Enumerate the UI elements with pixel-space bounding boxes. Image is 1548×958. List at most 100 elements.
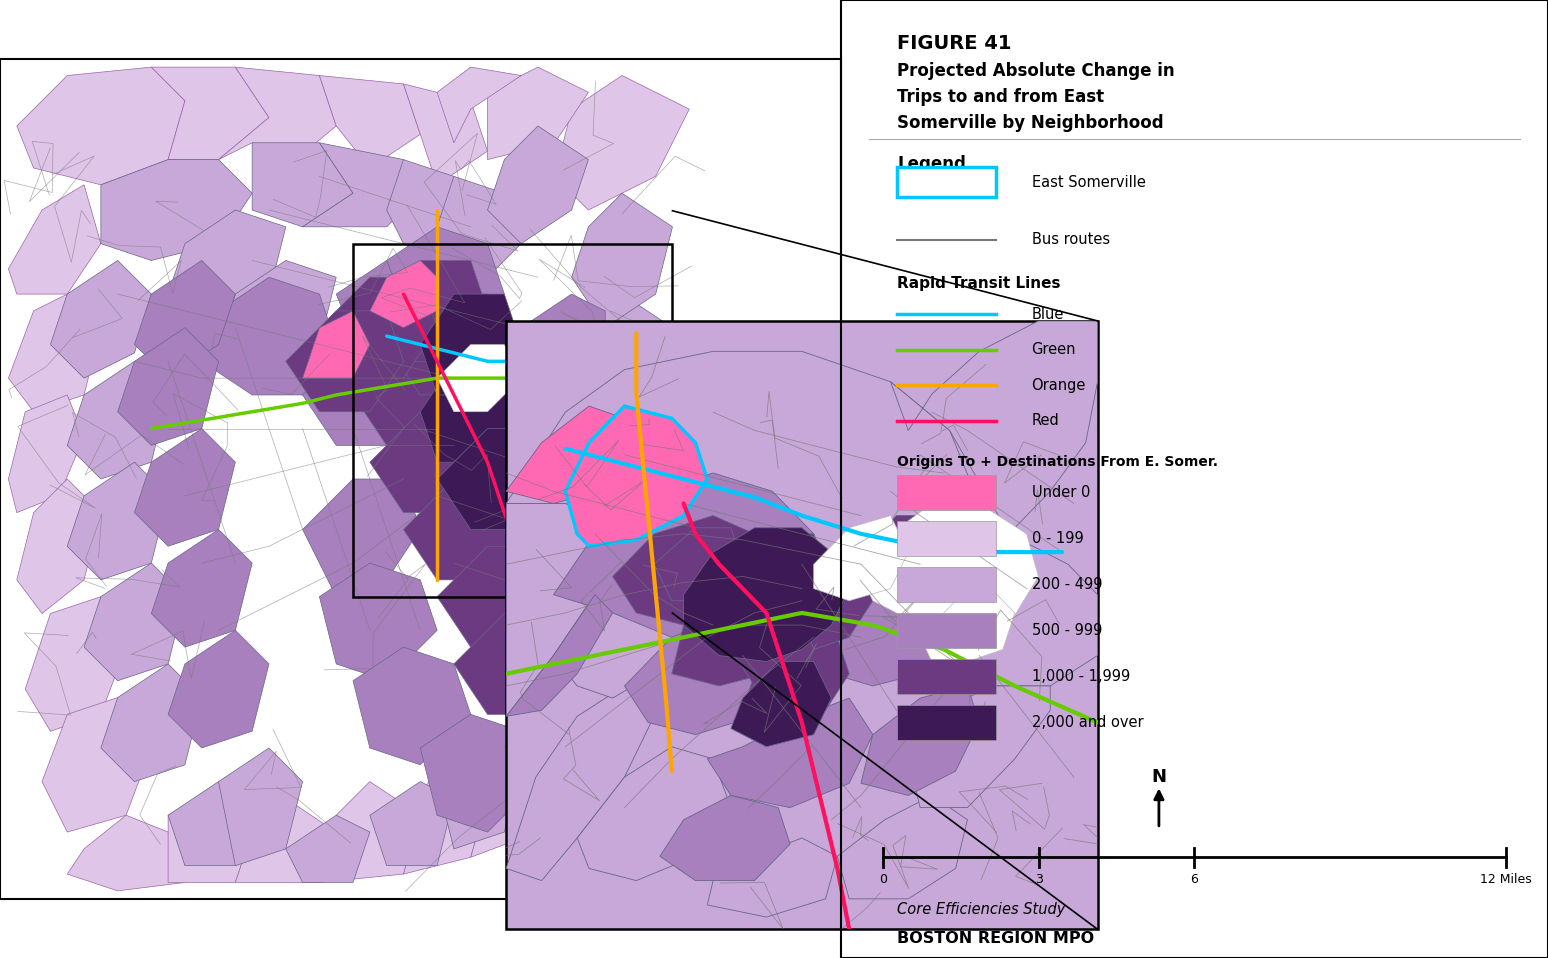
Polygon shape: [624, 613, 789, 735]
Polygon shape: [505, 294, 605, 395]
Polygon shape: [353, 345, 454, 445]
Polygon shape: [101, 664, 201, 782]
Polygon shape: [319, 277, 437, 378]
Polygon shape: [421, 294, 522, 395]
Polygon shape: [622, 479, 706, 613]
Polygon shape: [437, 428, 554, 530]
Polygon shape: [672, 563, 757, 748]
Polygon shape: [707, 698, 873, 808]
Polygon shape: [286, 311, 404, 412]
Polygon shape: [454, 613, 571, 715]
Polygon shape: [731, 613, 814, 686]
Polygon shape: [488, 428, 605, 546]
Polygon shape: [522, 395, 656, 530]
Polygon shape: [655, 528, 743, 601]
Polygon shape: [506, 686, 655, 880]
Polygon shape: [302, 345, 421, 445]
Polygon shape: [169, 782, 252, 866]
Text: 3: 3: [1034, 873, 1043, 886]
Polygon shape: [118, 328, 218, 445]
Text: 200 - 499: 200 - 499: [1031, 577, 1102, 592]
Polygon shape: [890, 534, 1098, 686]
Polygon shape: [437, 345, 522, 412]
Polygon shape: [659, 795, 789, 880]
Polygon shape: [861, 515, 944, 595]
Text: Legend: Legend: [898, 155, 966, 173]
Text: 500 - 999: 500 - 999: [1031, 623, 1102, 638]
Text: BOSTON REGION MPO: BOSTON REGION MPO: [898, 931, 1094, 947]
Polygon shape: [689, 445, 774, 580]
Polygon shape: [370, 412, 488, 513]
Polygon shape: [252, 143, 353, 227]
Polygon shape: [8, 395, 84, 513]
Polygon shape: [17, 479, 101, 613]
Text: 2,000 and over: 2,000 and over: [1031, 715, 1142, 730]
Bar: [353, 243, 672, 597]
Polygon shape: [488, 125, 588, 243]
Polygon shape: [353, 647, 471, 764]
Polygon shape: [488, 67, 588, 160]
Polygon shape: [421, 715, 539, 833]
Polygon shape: [814, 577, 950, 686]
Polygon shape: [67, 361, 169, 479]
FancyBboxPatch shape: [898, 475, 997, 510]
Polygon shape: [84, 563, 184, 681]
Polygon shape: [731, 662, 831, 747]
Text: 12 Miles: 12 Miles: [1480, 873, 1531, 886]
Polygon shape: [554, 473, 831, 655]
Polygon shape: [506, 406, 636, 504]
Polygon shape: [605, 630, 689, 798]
Text: N: N: [1152, 767, 1166, 786]
Polygon shape: [336, 261, 454, 378]
Polygon shape: [754, 534, 825, 601]
Polygon shape: [672, 595, 789, 686]
Polygon shape: [588, 455, 695, 534]
Polygon shape: [714, 564, 802, 637]
Polygon shape: [152, 67, 269, 160]
Polygon shape: [135, 428, 235, 546]
Polygon shape: [51, 261, 152, 378]
Text: 6: 6: [1190, 873, 1198, 886]
Polygon shape: [302, 311, 370, 378]
Text: FIGURE 41: FIGURE 41: [898, 34, 1012, 53]
Polygon shape: [387, 294, 505, 395]
Polygon shape: [684, 528, 850, 662]
Text: Rapid Transit Lines: Rapid Transit Lines: [898, 276, 1060, 291]
Polygon shape: [201, 277, 336, 395]
Polygon shape: [909, 686, 1050, 808]
Polygon shape: [67, 815, 184, 891]
Polygon shape: [218, 748, 302, 866]
Polygon shape: [890, 321, 1098, 534]
Polygon shape: [169, 798, 252, 882]
Polygon shape: [235, 798, 336, 882]
Polygon shape: [218, 67, 336, 168]
Polygon shape: [613, 515, 772, 626]
Polygon shape: [404, 479, 522, 580]
FancyBboxPatch shape: [898, 167, 997, 197]
Polygon shape: [814, 515, 909, 601]
Polygon shape: [135, 261, 235, 378]
Polygon shape: [17, 67, 184, 185]
Polygon shape: [169, 630, 269, 748]
Text: Bus routes: Bus routes: [1031, 232, 1110, 247]
Text: Red: Red: [1031, 413, 1059, 428]
Polygon shape: [861, 686, 980, 795]
Polygon shape: [169, 210, 286, 311]
Polygon shape: [42, 697, 152, 833]
Polygon shape: [302, 143, 421, 227]
FancyBboxPatch shape: [898, 659, 997, 694]
Polygon shape: [319, 76, 421, 168]
Polygon shape: [437, 748, 522, 849]
Polygon shape: [554, 552, 684, 698]
Polygon shape: [286, 815, 370, 882]
Polygon shape: [707, 838, 837, 917]
Polygon shape: [471, 731, 571, 857]
Polygon shape: [25, 597, 125, 731]
Polygon shape: [706, 328, 789, 462]
Polygon shape: [101, 160, 252, 261]
Polygon shape: [437, 67, 522, 143]
Text: Trips to and from East: Trips to and from East: [898, 88, 1104, 106]
Polygon shape: [554, 76, 689, 210]
Polygon shape: [837, 795, 968, 899]
Polygon shape: [302, 479, 421, 597]
